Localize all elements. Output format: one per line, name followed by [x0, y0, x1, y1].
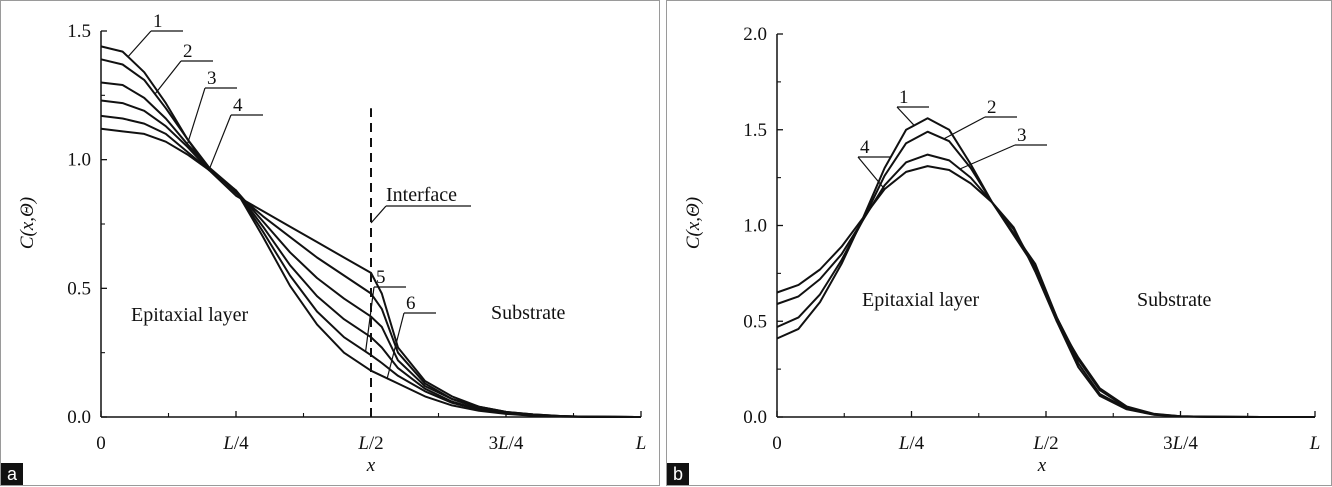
panel-tag-b: b [667, 463, 689, 485]
x-tick-label-a: 0 [96, 433, 106, 454]
series-label-leader-b [857, 156, 886, 190]
series-label-b-2: 2 [987, 97, 997, 118]
series-label-b-3: 3 [1017, 125, 1027, 146]
series-line-b-2 [776, 130, 1315, 418]
series-label-a-6: 6 [406, 293, 416, 314]
region-label-b: Epitaxial layer [862, 289, 980, 311]
series-label-leader-a [365, 286, 375, 352]
interface-label-a: Interface [386, 184, 457, 206]
y-tick-label-a: 0.5 [67, 278, 91, 299]
y-tick-label-a: 1.5 [67, 21, 91, 42]
y-tick-label-b: 1.5 [743, 120, 767, 141]
chart-b-svg: 0.0 0.5 1.0 1.5 2.0 0 L/4 L/2 3L/4 L C(x,Θ) x Epitax… [683, 24, 1321, 476]
series-label-a-2: 2 [183, 41, 193, 62]
series-label-a-4: 4 [233, 95, 243, 116]
chart-a-svg: 0.0 0.5 1.0 1.5 0 L/4 L/2 3L/4 L C(x,Θ) x Interface… [17, 11, 647, 476]
x-tick-label-a: L/2 [357, 433, 383, 454]
series-label-a-3: 3 [207, 68, 217, 89]
series-line-b-1 [776, 117, 1315, 418]
series-label-leader-a [386, 312, 405, 379]
x-tick-label-a: 3L/4 [489, 433, 524, 454]
panel-tag-a: a [1, 463, 23, 485]
interface-leader-a [370, 205, 387, 224]
series-label-leader-a [127, 30, 152, 58]
y-axis-title-a: C(x,Θ) [17, 197, 38, 249]
series-line-a-6 [100, 127, 642, 418]
y-tick-label-a: 1.0 [67, 150, 91, 171]
x-tick-label-b: 3L/4 [1163, 433, 1198, 454]
x-tick-label-a: L/4 [222, 433, 249, 454]
series-label-b-4: 4 [860, 137, 870, 158]
region-label-a: Epitaxial layer [131, 304, 249, 326]
series-label-leader-b [959, 144, 1016, 170]
y-axis-title-b: C(x,Θ) [683, 197, 704, 249]
y-tick-label-b: 0.5 [743, 311, 767, 332]
series-label-leader-b [943, 116, 986, 140]
x-axis-title-a: x [366, 455, 376, 476]
x-tick-label-b: L/2 [1032, 433, 1058, 454]
series-label-leader-a [208, 114, 232, 171]
series-line-b-4 [776, 165, 1315, 418]
series-label-b-1: 1 [899, 87, 909, 108]
y-tick-label-b: 1.0 [743, 216, 767, 237]
panel-a: 0.0 0.5 1.0 1.5 0 L/4 L/2 3L/4 L C(x,Θ) x Interface… [0, 0, 660, 486]
panel-b: 0.0 0.5 1.0 1.5 2.0 0 L/4 L/2 3L/4 L C(x,Θ) x Epitax… [666, 0, 1332, 486]
region-label-b: Substrate [1137, 289, 1212, 311]
y-tick-label-b: 0.0 [743, 407, 767, 428]
x-tick-label-b: L [1309, 433, 1321, 454]
x-tick-label-a: L [635, 433, 647, 454]
series-label-leader-a [154, 60, 182, 95]
y-tick-label-a: 0.0 [67, 407, 91, 428]
series-line-b-3 [776, 153, 1315, 418]
series-label-leader-a [186, 87, 206, 145]
x-axis-title-b: x [1037, 455, 1047, 476]
x-tick-label-b: 0 [772, 433, 782, 454]
y-tick-label-b: 2.0 [743, 24, 767, 45]
series-label-a-5: 5 [376, 267, 386, 288]
region-label-a: Substrate [491, 302, 566, 324]
series-label-a-1: 1 [153, 11, 163, 32]
series-label-leader-b [896, 106, 915, 126]
x-tick-label-b: L/4 [898, 433, 925, 454]
